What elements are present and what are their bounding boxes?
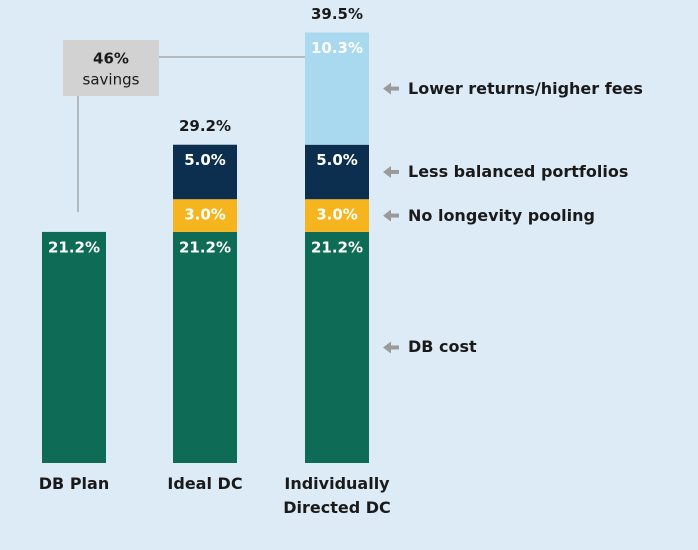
data-label: 3.0% xyxy=(184,206,226,224)
bar-segment xyxy=(305,144,369,200)
x-tick-label: DB Plan xyxy=(38,474,110,493)
data-label: 3.0% xyxy=(316,206,358,224)
data-label: 5.0% xyxy=(316,151,358,169)
legend-label: No longevity pooling xyxy=(408,205,595,225)
bar-segment xyxy=(305,32,369,145)
data-label: 10.3% xyxy=(311,39,363,57)
bar-segment xyxy=(305,231,369,463)
legend-label: Lower returns/higher fees xyxy=(408,78,643,98)
legend-arrow-head xyxy=(383,82,391,95)
bar-segment xyxy=(173,199,237,232)
x-tick-label: Individually Directed DC xyxy=(283,474,391,517)
legend-label: Less balanced portfolios xyxy=(408,161,629,181)
bar-segment xyxy=(42,231,106,463)
data-label: 21.2% xyxy=(311,238,363,256)
x-tick-label: Ideal DC xyxy=(167,474,243,493)
legend-arrow-head xyxy=(383,341,391,354)
legend-label: DB cost xyxy=(408,337,477,357)
total-label: 39.5% xyxy=(311,5,363,23)
bar-segment xyxy=(173,231,237,463)
data-label: 21.2% xyxy=(48,238,100,256)
legend-arrow-head xyxy=(383,165,391,178)
data-label: 5.0% xyxy=(184,151,226,169)
data-label: 21.2% xyxy=(179,238,231,256)
legend-arrow-head xyxy=(383,209,391,222)
annotation-label: 46% xyxy=(93,50,129,68)
bar-segment xyxy=(173,144,237,200)
annotation-box xyxy=(63,40,159,96)
bar-segment xyxy=(305,199,369,232)
total-label: 29.2% xyxy=(179,117,231,135)
annotation-text: savings xyxy=(83,71,140,89)
